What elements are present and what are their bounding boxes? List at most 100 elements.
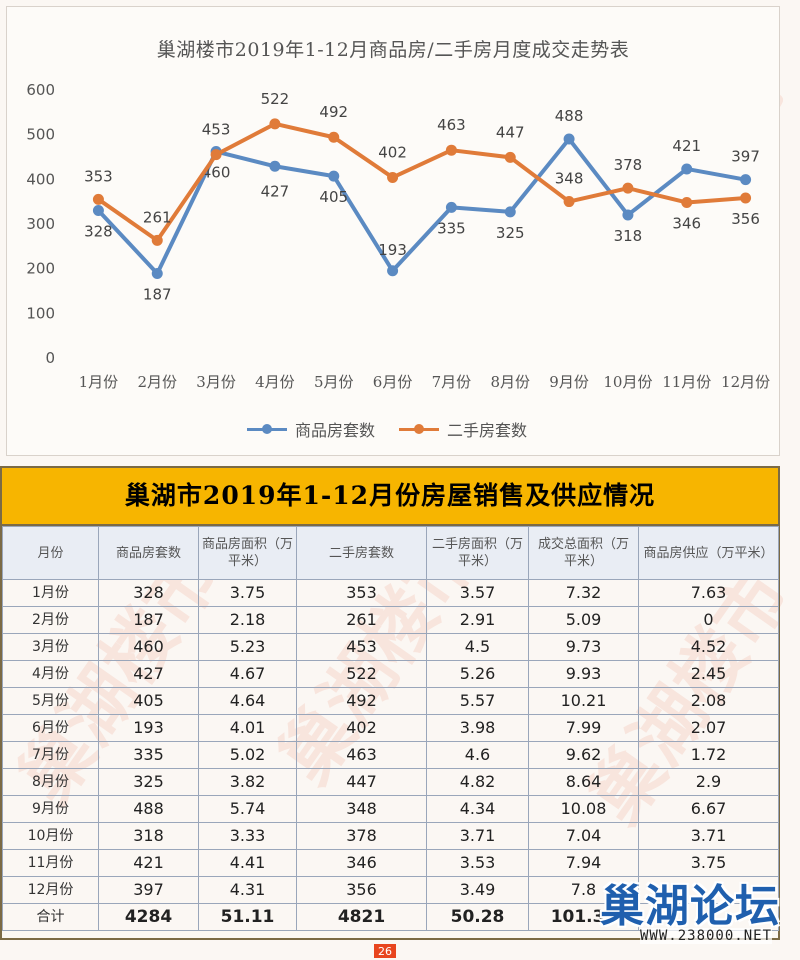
table-cell: 9.62 — [528, 741, 639, 769]
data-point — [622, 209, 634, 221]
series-line — [97, 121, 746, 243]
y-tick-label: 400 — [26, 170, 55, 188]
data-label: 492 — [319, 103, 348, 121]
row-month: 11月份 — [2, 849, 99, 877]
table-cell: 2.08 — [638, 687, 779, 715]
column-header: 二手房面积（万平米） — [426, 526, 529, 580]
table-title: 巢湖市2019年1-12月份房屋销售及供应情况 — [2, 468, 778, 526]
table-cell: 9.93 — [528, 660, 639, 688]
data-label: 346 — [672, 214, 701, 232]
data-point — [387, 265, 399, 277]
table-cell: 3.49 — [426, 876, 529, 904]
table-cell: 2.45 — [638, 660, 779, 688]
table-cell: 488 — [98, 795, 199, 823]
data-point — [151, 267, 163, 279]
table-cell: 463 — [296, 741, 427, 769]
logo-url: WWW.238000.NET — [640, 928, 773, 944]
x-tick-label: 1月份 — [79, 373, 119, 391]
table-row: 6月份 193 4.01 402 3.98 7.99 2.07 — [2, 714, 779, 742]
table-cell: 4.82 — [426, 768, 529, 796]
x-tick-label: 2月份 — [137, 373, 177, 391]
data-label: 488 — [555, 107, 584, 125]
table-row: 10月份 318 3.33 378 3.71 7.04 3.71 — [2, 822, 779, 850]
table-row: 12月份 397 4.31 356 3.49 7.8 — [2, 876, 779, 904]
chart-legend: 商品房套数 二手房套数 — [247, 417, 527, 441]
table-cell: 348 — [296, 795, 427, 823]
column-header: 成交总面积（万平米） — [528, 526, 639, 580]
x-tick-label: 5月份 — [314, 373, 354, 391]
data-point — [563, 196, 575, 208]
data-label: 522 — [261, 90, 290, 108]
legend-swatch — [247, 423, 287, 434]
row-month: 3月份 — [2, 633, 99, 661]
table-cell: 492 — [296, 687, 427, 715]
table-cell: 261 — [296, 606, 427, 634]
column-header: 商品房面积（万平米） — [198, 526, 297, 580]
table-cell: 3.33 — [198, 822, 297, 850]
data-point — [681, 163, 693, 175]
legend-swatch — [399, 423, 440, 434]
row-month: 9月份 — [2, 795, 99, 823]
data-point — [622, 182, 634, 194]
data-label: 421 — [672, 137, 701, 155]
y-tick-label: 300 — [26, 215, 55, 233]
table-cell: 5.57 — [426, 687, 529, 715]
data-point — [563, 133, 575, 145]
data-label: 402 — [378, 143, 407, 161]
page-number: 26 — [374, 944, 396, 958]
table-cell: 427 — [98, 660, 199, 688]
data-point — [328, 170, 340, 182]
table-cell: 8.64 — [528, 768, 639, 796]
sales-table: 月份 商品房套数 商品房面积（万平米） 二手房套数 二手房面积（万平米） 成交总… — [2, 526, 779, 931]
table-cell: 378 — [296, 822, 427, 850]
total-cell: 50.28 — [426, 903, 529, 931]
table-cell: 318 — [98, 822, 199, 850]
table-cell: 4.52 — [638, 633, 779, 661]
table-cell: 3.71 — [638, 822, 779, 850]
table-cell: 3.71 — [426, 822, 529, 850]
logo-name: 巢湖论坛 — [600, 881, 780, 932]
table-total-row: 合计 4284 51.11 4821 50.28 101.39 — [2, 903, 779, 931]
data-label: 261 — [143, 208, 172, 226]
table-cell: 2.07 — [638, 714, 779, 742]
legend-label: 二手房套数 — [447, 421, 528, 440]
table-cell: 3.75 — [638, 849, 779, 877]
table-cell: 3.57 — [426, 579, 529, 607]
y-tick-label: 200 — [26, 260, 55, 278]
y-tick-label: 0 — [45, 349, 55, 367]
data-label: 193 — [378, 241, 407, 259]
data-point — [740, 174, 752, 186]
data-point — [210, 149, 222, 161]
table-row: 9月份 488 5.74 348 4.34 10.08 6.67 — [2, 795, 779, 823]
table-cell: 325 — [98, 768, 199, 796]
data-point — [92, 193, 104, 205]
x-tick-label: 7月份 — [432, 373, 472, 391]
table-cell: 4.64 — [198, 687, 297, 715]
table-cell: 6.67 — [638, 795, 779, 823]
data-label: 353 — [84, 167, 113, 185]
table-row: 2月份 187 2.18 261 2.91 5.09 0 — [2, 606, 779, 634]
row-month: 6月份 — [2, 714, 99, 742]
series-line — [96, 137, 746, 276]
row-month: 1月份 — [2, 579, 99, 607]
table-cell: 4.31 — [198, 876, 297, 904]
data-label: 378 — [614, 156, 643, 174]
table-cell: 7.8 — [528, 876, 639, 904]
data-label: 335 — [437, 219, 466, 237]
data-point — [269, 160, 281, 172]
data-point — [681, 196, 693, 208]
total-label: 合计 — [2, 903, 99, 931]
row-month: 7月份 — [2, 741, 99, 769]
x-tick-label: 3月份 — [196, 373, 236, 391]
table-row: 11月份 421 4.41 346 3.53 7.94 3.75 — [2, 849, 779, 877]
table-row: 8月份 325 3.82 447 4.82 8.64 2.9 — [2, 768, 779, 796]
table-row: 5月份 405 4.64 492 5.57 10.21 2.08 — [2, 687, 779, 715]
y-tick-label: 600 — [26, 81, 55, 99]
table-cell: 356 — [296, 876, 427, 904]
data-point — [387, 171, 399, 183]
x-tick-label: 11月份 — [662, 373, 711, 391]
table-cell: 2.9 — [638, 768, 779, 796]
table-cell: 7.32 — [528, 579, 639, 607]
table-cell: 453 — [296, 633, 427, 661]
data-point — [504, 206, 516, 218]
